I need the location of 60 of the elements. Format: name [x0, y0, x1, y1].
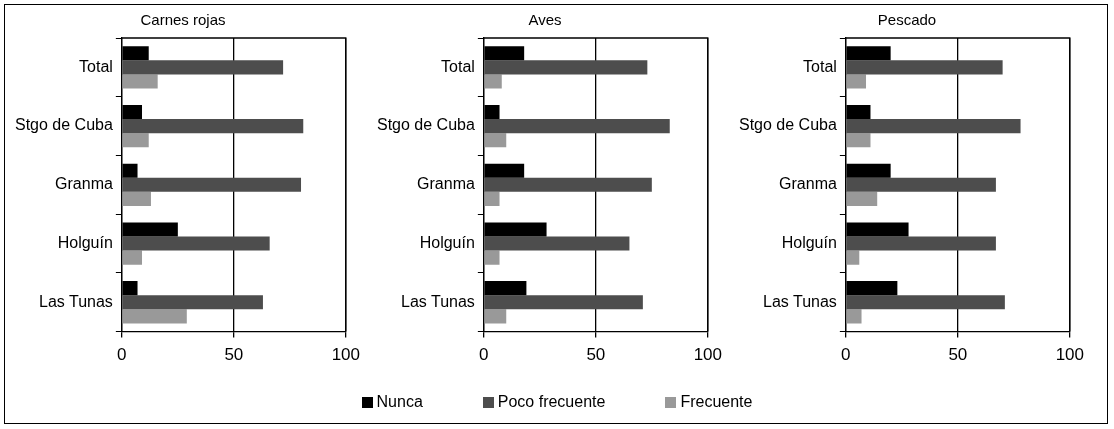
chart-title: Pescado [877, 11, 937, 29]
bar [484, 119, 670, 134]
bar [846, 119, 1021, 134]
bar [122, 191, 151, 206]
y-tick-label: Holguín [419, 233, 475, 251]
bar [846, 236, 996, 251]
x-tick-label: 0 [117, 345, 127, 365]
x-tick-label: 100 [331, 345, 361, 365]
x-tick-label: 50 [948, 345, 968, 365]
chart-title: Carnes rojas [140, 11, 226, 29]
chart-title: Aves [528, 11, 562, 29]
legend-label: Frecuente [680, 393, 753, 411]
bar [484, 295, 643, 310]
legend-label: Nunca [376, 393, 423, 411]
y-tick-label: Las Tunas [763, 292, 837, 310]
bar [122, 295, 263, 310]
bar [122, 309, 187, 324]
y-tick-label: Holguín [57, 233, 113, 251]
bar [846, 309, 862, 324]
y-tick-label: Las Tunas [401, 292, 475, 310]
y-tick-label: Total [441, 57, 475, 75]
x-tick-label: 0 [841, 345, 851, 365]
legend-label: Poco frecuente [497, 393, 606, 411]
y-tick-label: Granma [55, 175, 113, 193]
y-tick-label: Stgo de Cuba [738, 116, 837, 134]
y-tick-label: Total [803, 57, 837, 75]
y-tick-label: Las Tunas [39, 292, 113, 310]
bar [122, 74, 158, 89]
bar [122, 60, 284, 75]
x-tick-label: 50 [586, 345, 606, 365]
bar [484, 74, 502, 89]
y-tick-label: Total [79, 57, 113, 75]
bar [846, 295, 1005, 310]
bar [484, 177, 652, 192]
bar [484, 133, 507, 148]
bar [122, 250, 143, 265]
y-tick-label: Granma [779, 175, 837, 193]
bar [122, 177, 302, 192]
bar [122, 236, 270, 251]
y-tick-label: Stgo de Cuba [376, 116, 475, 134]
bar [484, 236, 630, 251]
bar [846, 60, 1003, 75]
y-tick-label: Stgo de Cuba [14, 116, 113, 134]
y-tick-label: Holguín [781, 233, 837, 251]
x-tick-label: 50 [224, 345, 244, 365]
bar [122, 133, 149, 148]
bar [484, 250, 500, 265]
bar [122, 119, 304, 134]
x-tick-label: 100 [693, 345, 723, 365]
bar [846, 133, 871, 148]
bar [484, 60, 648, 75]
y-tick-label: Granma [417, 175, 475, 193]
bar [846, 191, 878, 206]
bar [846, 250, 860, 265]
bar [846, 74, 867, 89]
bar [484, 309, 507, 324]
x-tick-label: 0 [479, 345, 489, 365]
x-tick-label: 100 [1055, 345, 1085, 365]
bar [846, 177, 996, 192]
bar [484, 191, 500, 206]
